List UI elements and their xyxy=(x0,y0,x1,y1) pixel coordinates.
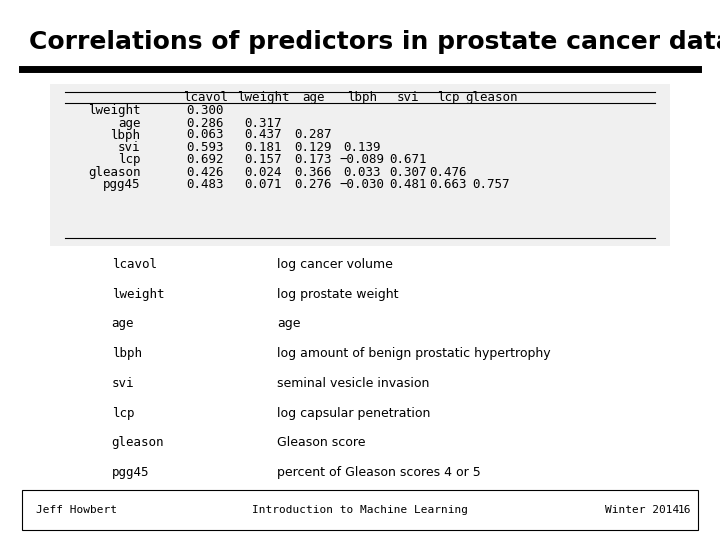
Text: −0.089: −0.089 xyxy=(340,153,384,166)
Text: gleason: gleason xyxy=(112,436,164,449)
Text: age: age xyxy=(112,318,134,330)
Text: 0.317: 0.317 xyxy=(244,117,282,130)
Text: gleason: gleason xyxy=(465,91,517,104)
Text: log cancer volume: log cancer volume xyxy=(277,258,393,271)
Text: 0.286: 0.286 xyxy=(186,117,224,130)
Text: 0.024: 0.024 xyxy=(244,166,282,179)
Text: Correlations of predictors in prostate cancer dataset: Correlations of predictors in prostate c… xyxy=(29,30,720,53)
Text: −0.030: −0.030 xyxy=(340,178,384,191)
Text: Introduction to Machine Learning: Introduction to Machine Learning xyxy=(252,505,468,515)
Text: lcp: lcp xyxy=(118,153,140,166)
FancyBboxPatch shape xyxy=(22,490,698,530)
Text: log capsular penetration: log capsular penetration xyxy=(277,407,431,420)
Text: 0.692: 0.692 xyxy=(186,153,224,166)
Text: age: age xyxy=(277,318,301,330)
Text: 0.033: 0.033 xyxy=(343,166,381,179)
Text: 0.483: 0.483 xyxy=(186,178,224,191)
Text: lcp: lcp xyxy=(436,91,459,104)
Text: lcp: lcp xyxy=(112,407,134,420)
Text: 0.593: 0.593 xyxy=(186,141,224,154)
Text: seminal vesicle invasion: seminal vesicle invasion xyxy=(277,377,430,390)
Text: log amount of benign prostatic hypertrophy: log amount of benign prostatic hypertrop… xyxy=(277,347,551,360)
Text: 0.157: 0.157 xyxy=(244,153,282,166)
Text: pgg45: pgg45 xyxy=(103,178,140,191)
Text: 16: 16 xyxy=(678,505,691,515)
Text: svi: svi xyxy=(118,141,140,154)
Text: svi: svi xyxy=(396,91,419,104)
Text: 0.366: 0.366 xyxy=(294,166,332,179)
Text: 0.287: 0.287 xyxy=(294,129,332,141)
Text: 0.129: 0.129 xyxy=(294,141,332,154)
Text: 0.671: 0.671 xyxy=(389,153,426,166)
Text: lweight: lweight xyxy=(237,91,289,104)
Text: pgg45: pgg45 xyxy=(112,466,149,479)
Text: 0.181: 0.181 xyxy=(244,141,282,154)
Text: Jeff Howbert: Jeff Howbert xyxy=(36,505,117,515)
Text: 0.139: 0.139 xyxy=(343,141,381,154)
Text: 0.426: 0.426 xyxy=(186,166,224,179)
Text: 0.300: 0.300 xyxy=(186,104,224,117)
Text: lbph: lbph xyxy=(112,347,142,360)
Text: age: age xyxy=(118,117,140,130)
Text: 0.476: 0.476 xyxy=(429,166,467,179)
Text: Winter 2014: Winter 2014 xyxy=(605,505,679,515)
Text: lcavol: lcavol xyxy=(183,91,228,104)
Text: gleason: gleason xyxy=(88,166,140,179)
Text: lbph: lbph xyxy=(110,129,140,141)
Text: log prostate weight: log prostate weight xyxy=(277,288,399,301)
Text: lcavol: lcavol xyxy=(112,258,157,271)
Text: age: age xyxy=(302,91,325,104)
Text: svi: svi xyxy=(112,377,134,390)
Text: 0.481: 0.481 xyxy=(389,178,426,191)
Text: 0.063: 0.063 xyxy=(186,129,224,141)
FancyBboxPatch shape xyxy=(50,84,670,246)
Text: lweight: lweight xyxy=(88,104,140,117)
Text: 0.307: 0.307 xyxy=(389,166,426,179)
Text: 0.437: 0.437 xyxy=(244,129,282,141)
Text: percent of Gleason scores 4 or 5: percent of Gleason scores 4 or 5 xyxy=(277,466,481,479)
Text: 0.663: 0.663 xyxy=(429,178,467,191)
Text: 0.757: 0.757 xyxy=(472,178,510,191)
Text: 0.276: 0.276 xyxy=(294,178,332,191)
Text: lbph: lbph xyxy=(347,91,377,104)
Text: Gleason score: Gleason score xyxy=(277,436,366,449)
Text: 0.071: 0.071 xyxy=(244,178,282,191)
Text: lweight: lweight xyxy=(112,288,164,301)
Text: 0.173: 0.173 xyxy=(294,153,332,166)
